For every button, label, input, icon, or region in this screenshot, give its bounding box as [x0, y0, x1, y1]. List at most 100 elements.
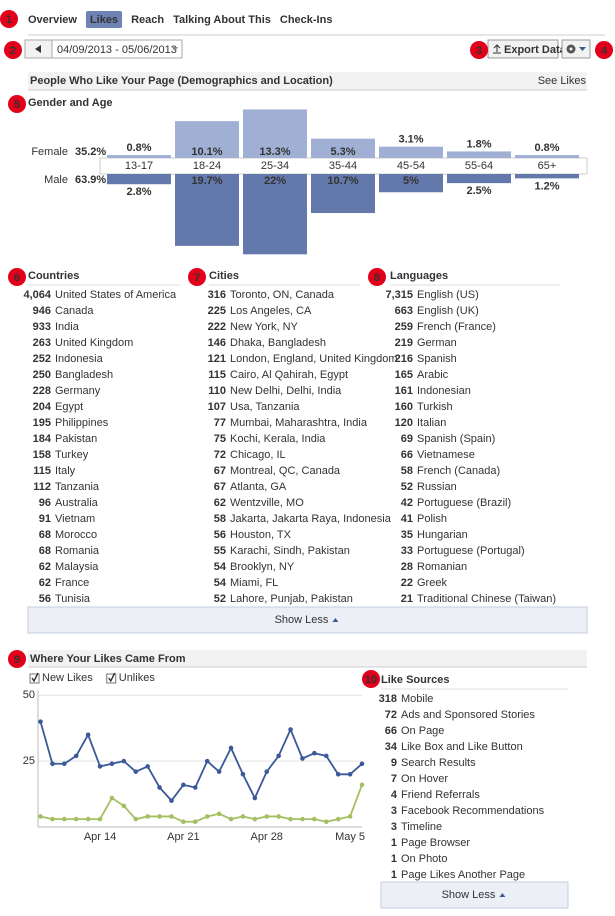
- row-name: Lahore, Punjab, Pakistan: [230, 593, 353, 605]
- row-name: London, England, United Kingdom: [230, 353, 398, 365]
- data-point: [276, 814, 281, 819]
- row-count: 72: [214, 449, 226, 461]
- data-point: [300, 816, 305, 822]
- data-point: [252, 795, 258, 801]
- date-range: 04/09/2013 - 05/06/2013: [57, 44, 177, 56]
- row-count: 120: [395, 417, 413, 429]
- row-count: 933: [33, 321, 51, 333]
- age-group-label: 35-44: [329, 160, 357, 172]
- age-group-label: 65+: [538, 160, 557, 172]
- row-name: Tunisia: [55, 593, 91, 605]
- row-count: 1: [391, 837, 397, 849]
- data-point: [216, 769, 222, 774]
- show-less-button[interactable]: [27, 606, 588, 634]
- row-name: Romania: [55, 545, 100, 557]
- show-less-label: Show Less: [442, 889, 496, 901]
- row-name: Dhaka, Bangladesh: [230, 337, 326, 349]
- tab[interactable]: Reach: [131, 14, 164, 26]
- value-label: 0.8%: [126, 142, 151, 154]
- female-bar: [311, 138, 375, 158]
- row-count: 67: [214, 465, 226, 477]
- gender-total: 63.9%: [75, 174, 106, 186]
- row-name: Hungarian: [417, 529, 468, 541]
- row-count: 62: [39, 561, 51, 573]
- row-count: 318: [379, 693, 397, 705]
- section-header: [28, 72, 587, 90]
- female-bar: [447, 151, 511, 158]
- value-label: 3.1%: [398, 134, 423, 146]
- data-point: [85, 732, 91, 738]
- data-point: [50, 761, 55, 767]
- row-count: 91: [39, 513, 51, 525]
- row-count: 107: [208, 401, 226, 413]
- data-point: [288, 727, 293, 732]
- tab[interactable]: Overview: [28, 14, 77, 26]
- row-name: Pakistan: [55, 433, 97, 445]
- row-name: Spanish: [417, 353, 457, 365]
- show-less-arrow: [499, 893, 506, 897]
- row-name: Miami, FL: [230, 577, 278, 589]
- settings-button[interactable]: [561, 39, 591, 59]
- data-point: [252, 816, 258, 822]
- value-label: 1.2%: [534, 180, 559, 192]
- data-point: [204, 758, 210, 764]
- row-name: India: [55, 321, 80, 333]
- tab[interactable]: Talking About This: [173, 14, 271, 26]
- date-field[interactable]: [51, 39, 183, 59]
- data-point: [169, 814, 174, 819]
- data-point: [323, 819, 329, 825]
- annotation-badge: [8, 95, 26, 113]
- row-count: 42: [401, 497, 413, 509]
- male-bar: [311, 174, 375, 214]
- row-name: Traditional Chinese (Taiwan): [417, 593, 556, 605]
- row-name: Spanish (Spain): [417, 433, 495, 445]
- row-count: 28: [401, 561, 413, 573]
- row-name: French (France): [417, 321, 496, 333]
- male-bar: [243, 174, 307, 255]
- see-likes-link[interactable]: See Likes: [538, 75, 587, 87]
- row-count: 1: [391, 869, 397, 881]
- data-point: [145, 814, 150, 819]
- show-less-button[interactable]: [380, 881, 569, 909]
- row-name: Vietnam: [55, 513, 95, 525]
- row-name: Egypt: [55, 401, 83, 413]
- export-button[interactable]: [487, 39, 559, 59]
- row-name: Tanzania: [55, 481, 100, 493]
- data-point: [157, 785, 162, 790]
- row-name: Philippines: [55, 417, 109, 429]
- row-count: 52: [401, 481, 413, 493]
- data-point: [38, 719, 43, 724]
- data-point: [288, 816, 293, 822]
- list-title: Countries: [28, 270, 79, 282]
- row-name: Portuguese (Portugal): [417, 545, 525, 557]
- tab[interactable]: Likes: [90, 14, 118, 26]
- data-point: [121, 758, 127, 764]
- row-count: 110: [208, 385, 226, 397]
- annotation-number: 5: [14, 99, 20, 111]
- data-point: [133, 769, 139, 774]
- data-point: [240, 772, 246, 777]
- row-name: Turkish: [417, 401, 453, 413]
- row-name: Toronto, ON, Canada: [230, 289, 335, 301]
- row-count: 56: [214, 529, 226, 541]
- row-name: Facebook Recommendations: [401, 805, 545, 817]
- row-count: 62: [39, 577, 51, 589]
- annotation-badge: [368, 268, 386, 286]
- row-count: 66: [385, 725, 397, 737]
- annotation-number: 3: [476, 45, 482, 57]
- row-count: 22: [401, 577, 413, 589]
- row-count: 263: [33, 337, 51, 349]
- row-count: 225: [208, 305, 226, 317]
- data-point: [38, 814, 43, 819]
- legend-label: New Likes: [42, 672, 93, 684]
- row-name: On Photo: [401, 853, 447, 865]
- data-point: [50, 816, 55, 822]
- age-group-label: 18-24: [193, 160, 221, 172]
- row-count: 68: [39, 529, 51, 541]
- row-name: Italian: [417, 417, 446, 429]
- gear-hole: [569, 47, 573, 51]
- value-label: 13.3%: [259, 146, 290, 158]
- row-name: France: [55, 577, 89, 589]
- row-count: 75: [214, 433, 226, 445]
- tab[interactable]: Check-Ins: [280, 14, 333, 26]
